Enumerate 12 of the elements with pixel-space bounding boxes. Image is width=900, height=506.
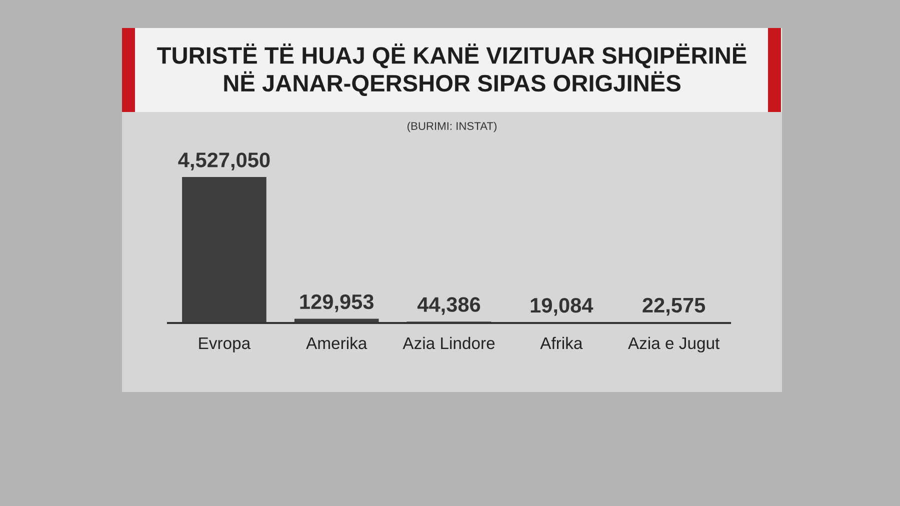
x-tick-label: Azia e Jugut [628,336,720,352]
chart-title: TURISTË TË HUAJ QË KANË VIZITUAR SHQIPËRINË NË JANAR-QERSHOR SIPAS ORIGJINËS [157,43,746,96]
x-tick-label: Afrika [540,336,583,350]
data-label: 19,084 [530,298,594,316]
data-label: 4,527,050 [178,152,270,170]
data-label: 129,953 [300,294,374,312]
x-tick-label: Amerika [306,336,368,350]
x-tick-label: Azia Lindore [402,336,495,350]
data-label: 44,386 [417,297,480,315]
chart-subtitle: (BURIMI: INSTAT) [408,122,496,132]
data-label: 22,575 [642,298,706,316]
x-tick-label: Evropa [199,338,251,352]
